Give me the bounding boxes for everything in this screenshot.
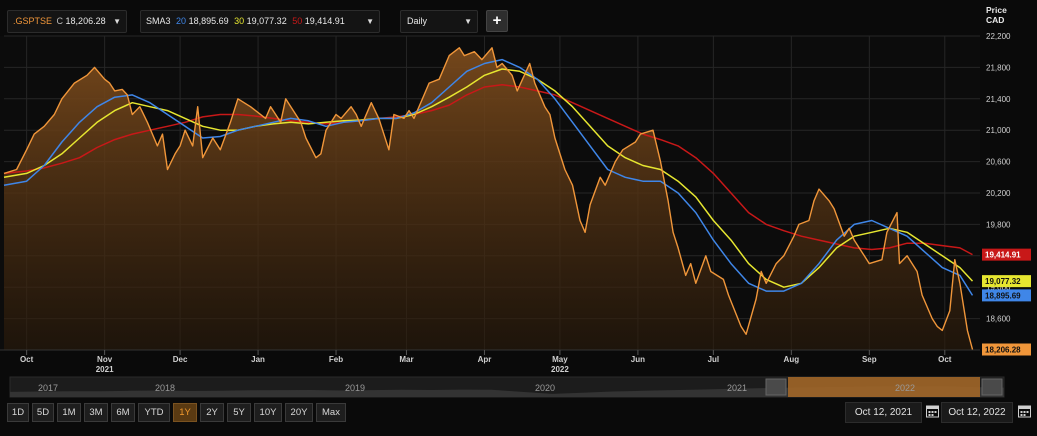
range-button-1y[interactable]: 1Y (173, 403, 197, 422)
y-axis-header: Price CAD (986, 5, 1007, 25)
last-value-tag (982, 248, 1031, 261)
range-button-3m[interactable]: 3M (84, 403, 108, 422)
navigator-year-label: 2021 (727, 383, 747, 393)
series-lines (3, 47, 974, 350)
sma30-value: 19,077.32 (246, 16, 287, 26)
x-tick-label: Oct (938, 355, 952, 364)
navigator[interactable]: 2017 2018 2019 2020 2021 2022 (9, 376, 1005, 398)
y-tick-label: 20,600 (986, 158, 1011, 167)
y-tick-label: 19,000 (986, 283, 1011, 292)
y-tick-label: 19,800 (986, 220, 1011, 229)
interval-select[interactable]: Daily ▼ (400, 10, 478, 33)
x-year-label: 2021 (96, 365, 114, 374)
sma20-value: 18,895.69 (188, 16, 229, 26)
navigator-year-label: 2020 (535, 383, 555, 393)
y-axis-currency-label: CAD (986, 15, 1005, 25)
navigator-year-label: 2022 (895, 383, 915, 393)
interval-label: Daily (407, 16, 428, 26)
y-tick-label: 21,800 (986, 63, 1011, 72)
symbol-label: .GSPTSE (13, 16, 53, 26)
y-tick-label: 18,600 (986, 315, 1011, 324)
study-dropdown-icon[interactable]: ▼ (366, 17, 374, 26)
sma-line-sma30 (3, 68, 974, 288)
range-button-5d[interactable]: 5D (32, 403, 54, 422)
last-value-tags: 18,206.28 18,895.69 19,077.32 19,414.91 (982, 248, 1031, 356)
symbol-selector[interactable]: .GSPTSE C 18,206.28 ▼ (7, 10, 127, 33)
range-button-5y[interactable]: 5Y (227, 403, 251, 422)
navigator-handle-left (765, 378, 787, 396)
range-button-6m[interactable]: 6M (111, 403, 135, 422)
sma50-value: 19,414.91 (304, 16, 345, 26)
y-tick-label: 22,200 (986, 32, 1011, 41)
last-value-tag (982, 289, 1031, 302)
x-tick-label: Sep (862, 355, 877, 364)
x-axis: Oct Nov Dec Jan Feb Mar Apr May Jun Jul Aug Sep Oct 2… (0, 349, 980, 374)
y-tick-label: 21,400 (986, 95, 1011, 104)
chart-toolbar: .GSPTSE C 18,206.28 ▼ SMA3 20 18,895.69 … (0, 10, 980, 33)
last-value-tag-label: 18,895.69 (985, 291, 1021, 300)
range-button-10y[interactable]: 10Y (254, 403, 282, 422)
y-axis: 18,60019,00019,40019,80020,20020,60021,0… (986, 32, 1011, 324)
navigator-handle-right (981, 378, 1003, 396)
sma50-period: 50 (292, 16, 303, 26)
x-year-label: 2022 (551, 365, 569, 374)
last-value-tag-label: 19,077.32 (985, 277, 1021, 286)
y-tick-label: 20,200 (986, 189, 1011, 198)
sma-line-sma50 (3, 83, 973, 256)
x-tick-label: Jun (631, 355, 645, 364)
navigator-year-label: 2019 (345, 383, 365, 393)
range-button-2y[interactable]: 2Y (200, 403, 224, 422)
sma-line-sma20 (3, 58, 974, 296)
price-line (3, 47, 974, 350)
x-tick-label: Jul (708, 355, 720, 364)
navigator-window (788, 377, 980, 397)
x-tick-label: Jan (251, 355, 265, 364)
range-button-1m[interactable]: 1M (57, 403, 81, 422)
last-value-tag (982, 343, 1031, 356)
calendar-to-icon[interactable] (1018, 404, 1031, 418)
navigator-profile (10, 386, 1004, 397)
sma20-period: 20 (176, 16, 187, 26)
study-legend[interactable]: SMA3 20 18,895.69 30 19,077.32 50 19,414… (140, 10, 380, 33)
last-value-tag (982, 275, 1031, 288)
price-type-label: C (56, 16, 64, 26)
last-value-tag-label: 18,206.28 (985, 346, 1021, 355)
navigator-year-label: 2018 (155, 383, 175, 393)
x-tick-label: Apr (478, 355, 492, 364)
symbol-dropdown-icon[interactable]: ▼ (113, 17, 121, 26)
x-tick-label: Mar (399, 355, 413, 364)
navigator-year-label: 2017 (38, 383, 58, 393)
range-button-max[interactable]: Max (316, 403, 346, 422)
y-tick-label: 21,000 (986, 126, 1011, 135)
x-tick-label: Nov (97, 355, 113, 364)
date-to-field[interactable]: Oct 12, 2022 (941, 402, 1013, 423)
x-tick-label: May (552, 355, 568, 364)
range-button-20y[interactable]: 20Y (285, 403, 313, 422)
last-value-tag-label: 19,414.91 (985, 251, 1021, 260)
range-button-1d[interactable]: 1D (7, 403, 29, 422)
calendar-from-icon[interactable] (926, 404, 939, 418)
price-area (4, 47, 973, 351)
study-name-label: SMA3 (146, 16, 171, 26)
price-area-layer (4, 47, 973, 351)
sma30-period: 30 (234, 16, 245, 26)
add-study-button[interactable]: + (486, 10, 508, 32)
last-value-label: 18,206.28 (65, 16, 106, 26)
date-from-field[interactable]: Oct 12, 2021 (845, 402, 922, 423)
range-button-ytd[interactable]: YTD (138, 403, 170, 422)
x-tick-label: Feb (329, 355, 343, 364)
y-axis-price-label: Price (986, 5, 1007, 15)
interval-dropdown-icon[interactable]: ▼ (464, 17, 472, 26)
x-tick-label: Dec (173, 355, 188, 364)
x-tick-label: Aug (784, 355, 800, 364)
x-tick-label: Oct (20, 355, 34, 364)
